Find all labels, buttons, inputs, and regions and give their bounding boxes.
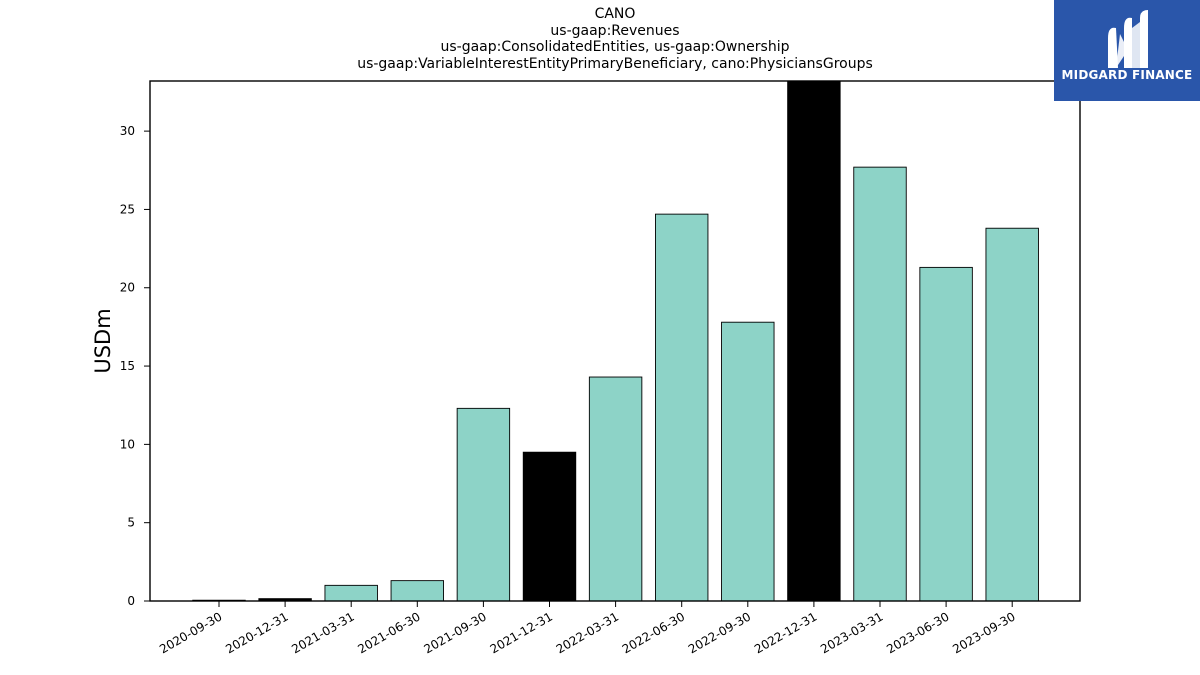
chart-title-block: CANO us-gaap:Revenues us-gaap:Consolidat… <box>150 6 1080 72</box>
y-axis: 0 5 10 15 20 25 30 <box>120 124 150 608</box>
chart-title-line: us-gaap:Revenues <box>550 22 680 39</box>
bar-2022-09-30 <box>721 321 775 602</box>
x-tick-label: 2022-12-31 <box>752 609 819 656</box>
bar-2023-03-31 <box>853 166 907 602</box>
x-tick-label: 2020-09-30 <box>157 609 224 656</box>
x-tick-label: 2021-06-30 <box>355 609 422 656</box>
y-tick-label: 15 <box>120 359 135 373</box>
brand-logo: MIDGARD FINANCE <box>1054 0 1200 101</box>
midgard-logo-icon <box>1108 10 1148 68</box>
y-tick-label: 5 <box>127 516 135 530</box>
x-tick-label: 2021-09-30 <box>421 609 488 656</box>
x-tick-label: 2023-09-30 <box>950 609 1017 656</box>
x-tick-label: 2021-12-31 <box>488 609 555 656</box>
logo-wordmark: MIDGARD FINANCE <box>1061 68 1193 82</box>
x-tick-label: 2022-03-31 <box>554 609 621 656</box>
x-tick-label: 2023-06-30 <box>884 609 951 656</box>
bar-2021-09-30 <box>456 407 511 602</box>
y-tick-label: 0 <box>127 594 135 608</box>
x-tick-label: 2021-03-31 <box>289 609 356 656</box>
chart-title-line: CANO <box>594 6 636 22</box>
bars-group <box>192 80 1039 602</box>
y-tick-label: 10 <box>120 437 135 451</box>
y-tick-label: 25 <box>120 202 135 216</box>
x-tick-label: 2020-12-31 <box>223 609 290 656</box>
x-tick-label: 2023-03-31 <box>818 609 885 656</box>
x-tick-label: 2022-06-30 <box>620 609 687 656</box>
plot-frame <box>149 80 1081 602</box>
bar-2022-06-30 <box>655 213 709 602</box>
x-tick-label: 2022-09-30 <box>686 609 753 656</box>
y-tick-label: 30 <box>120 124 135 138</box>
bar-2021-06-30 <box>390 580 444 602</box>
chart-title-line: us-gaap:ConsolidatedEntities, us-gaap:Ow… <box>440 39 790 55</box>
bar-2023-06-30 <box>919 266 973 602</box>
bar-2022-03-31 <box>588 376 643 602</box>
x-axis: 2020-09-302020-12-312021-03-312021-06-30… <box>157 601 1018 656</box>
y-tick-label: 20 <box>120 281 135 295</box>
bar-2022-12-31 <box>787 80 841 602</box>
bar-2023-09-30 <box>985 227 1039 602</box>
bar-2021-03-31 <box>324 584 378 602</box>
y-axis-label: USDm <box>91 308 115 373</box>
chart-title-line: us-gaap:VariableInterestEntityPrimaryBen… <box>357 55 873 72</box>
bar-2021-12-31 <box>522 451 577 602</box>
